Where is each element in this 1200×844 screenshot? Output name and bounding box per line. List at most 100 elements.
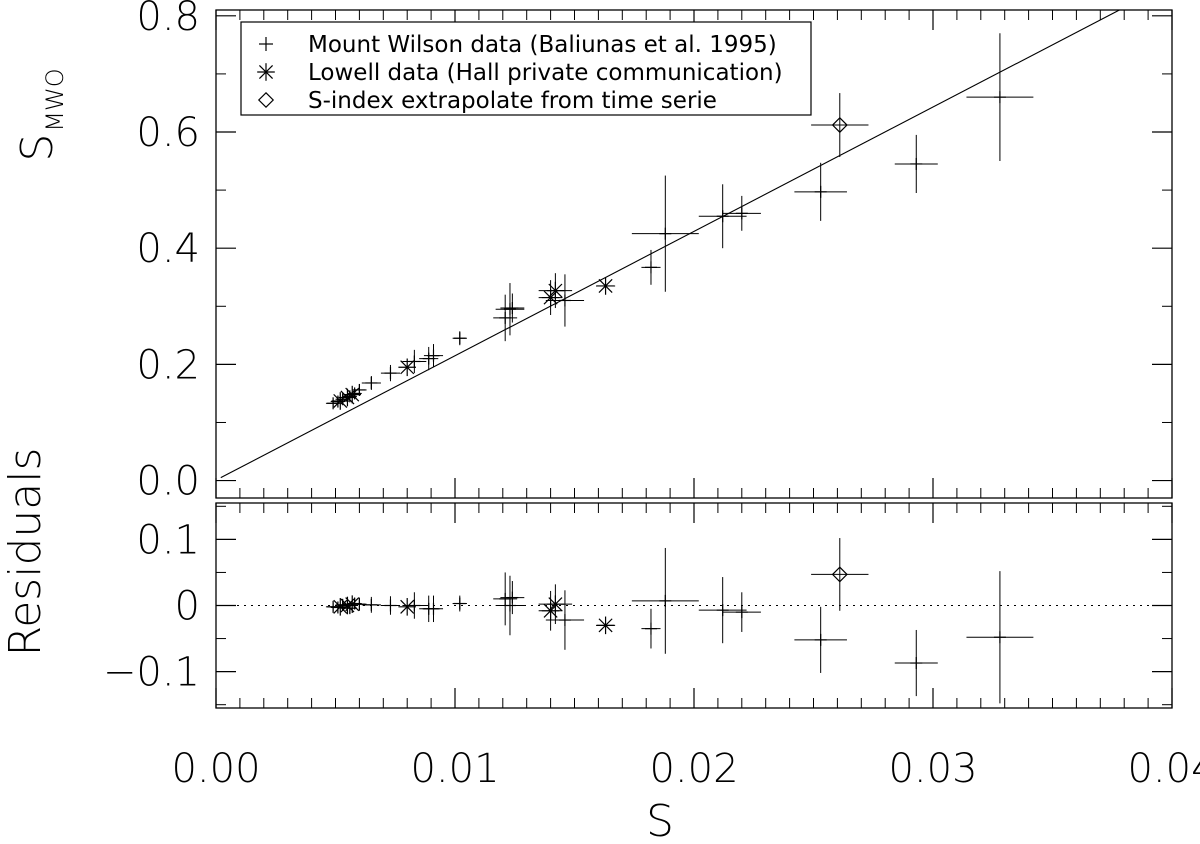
- top-y-tick-labels: 0.0 0.2 0.4 0.6 0.8: [136, 0, 200, 505]
- data-point: [419, 346, 439, 371]
- asterisk-marker: [331, 392, 350, 410]
- asterisk-marker: [596, 616, 615, 635]
- data-point: [811, 538, 869, 611]
- plus-marker: [348, 597, 361, 610]
- top-ticks: [215, 10, 1173, 498]
- plus-marker: [408, 599, 421, 612]
- data-point: [495, 283, 525, 336]
- data-point: [343, 595, 362, 613]
- data-point: [641, 608, 661, 649]
- plus-marker: [453, 332, 466, 345]
- plus-marker: [506, 302, 519, 315]
- plus-marker: [814, 185, 827, 198]
- diamond-marker: [831, 566, 848, 583]
- data-point: [894, 134, 938, 193]
- data-point: [538, 273, 573, 309]
- x-axis-title: S: [646, 796, 674, 844]
- plus-marker: [427, 602, 440, 615]
- asterisk-marker: [546, 595, 565, 613]
- data-point: [545, 274, 585, 327]
- legend-box: [240, 21, 812, 116]
- data-point: [331, 598, 350, 616]
- plus-marker: [644, 622, 657, 635]
- plus-marker: [910, 657, 923, 670]
- plus-marker: [453, 597, 466, 610]
- bottom-panel: −0.100.1 0.000.010.020.030.04 Residuals …: [0, 448, 1200, 844]
- data-point: [402, 592, 427, 619]
- legend-marker-asterisk: [257, 63, 275, 81]
- plus-marker: [422, 352, 435, 365]
- data-point: [493, 294, 518, 342]
- plus-marker: [506, 591, 519, 604]
- plus-marker: [408, 355, 421, 368]
- data-point: [641, 249, 661, 285]
- x-tick-label: 0.04: [1127, 746, 1200, 792]
- data-point: [398, 358, 416, 377]
- data-point: [698, 184, 747, 249]
- x-tick-label: 0.03: [888, 746, 977, 792]
- data-point: [894, 629, 938, 697]
- plus-marker: [427, 349, 440, 362]
- asterisk-stroke-d2: [333, 393, 348, 409]
- asterisk-stroke-d2: [400, 599, 415, 614]
- top-y-axis-title: SMWO: [12, 68, 69, 161]
- plus-marker: [644, 261, 657, 274]
- data-point: [452, 331, 467, 346]
- diamond-marker: [257, 91, 275, 109]
- x-tick-label: 0.01: [410, 746, 499, 792]
- plus-marker: [503, 303, 516, 316]
- plus-marker: [499, 592, 512, 605]
- asterisk-stroke-d2: [548, 597, 563, 612]
- diamond-marker: [831, 116, 848, 134]
- asterisk-marker: [338, 388, 357, 407]
- data-point: [361, 596, 381, 613]
- plus-marker: [993, 631, 1006, 644]
- top-panel: 0.0 0.2 0.4 0.6 0.8 Mount Wilson data (Baliu…: [12, 0, 1173, 505]
- asterisk-stroke-d2: [258, 64, 274, 80]
- asterisk-marker: [398, 598, 416, 616]
- data-point: [338, 388, 357, 407]
- data-point: [380, 364, 401, 382]
- data-point: [493, 572, 518, 626]
- plus-marker: [365, 376, 378, 389]
- plus-marker: [499, 311, 512, 324]
- y-tick-label: 0: [175, 584, 200, 630]
- plus-marker: [910, 157, 923, 170]
- data-point: [538, 590, 563, 631]
- x-tick-label: 0.02: [649, 746, 738, 792]
- data-point: [423, 595, 444, 623]
- diamond-marker: [831, 566, 848, 583]
- plus-marker: [735, 207, 748, 220]
- data-point: [545, 590, 585, 650]
- asterisk-stroke-d2: [400, 360, 415, 375]
- data-point: [538, 584, 573, 625]
- y-tick-label: 0.6: [136, 110, 200, 156]
- plus-marker: [384, 599, 397, 612]
- legend: Mount Wilson data (Baliunas et al. 1995)…: [240, 21, 812, 116]
- bottom-data-layer: [325, 538, 1034, 704]
- plus-marker: [331, 601, 344, 614]
- diamond-marker: [831, 116, 848, 134]
- plus-marker: [993, 91, 1006, 104]
- y-tick-label: 0.4: [136, 226, 200, 272]
- data-point: [794, 606, 847, 673]
- data-point: [495, 575, 525, 636]
- plus-marker: [814, 633, 827, 646]
- asterisk-stroke-d2: [548, 283, 563, 298]
- data-point: [811, 93, 869, 157]
- y-tick-label: 0.8: [136, 0, 200, 40]
- plus-marker: [365, 598, 378, 611]
- data-point: [722, 195, 761, 231]
- plus-marker: [353, 383, 366, 396]
- data-point: [794, 162, 847, 221]
- data-point: [452, 595, 467, 612]
- legend-label: Mount Wilson data (Baliunas et al. 1995): [308, 32, 777, 58]
- bottom-y-tick-labels: −0.1 0 0.1: [103, 517, 200, 695]
- x-tick-labels: 0.00 0.01 0.02 0.03 0.04: [171, 746, 1200, 792]
- y-tick-label: 0.0: [136, 459, 200, 505]
- plus-marker: [659, 227, 672, 240]
- data-point: [722, 592, 761, 632]
- asterisk-marker: [398, 358, 416, 377]
- data-point: [966, 571, 1034, 704]
